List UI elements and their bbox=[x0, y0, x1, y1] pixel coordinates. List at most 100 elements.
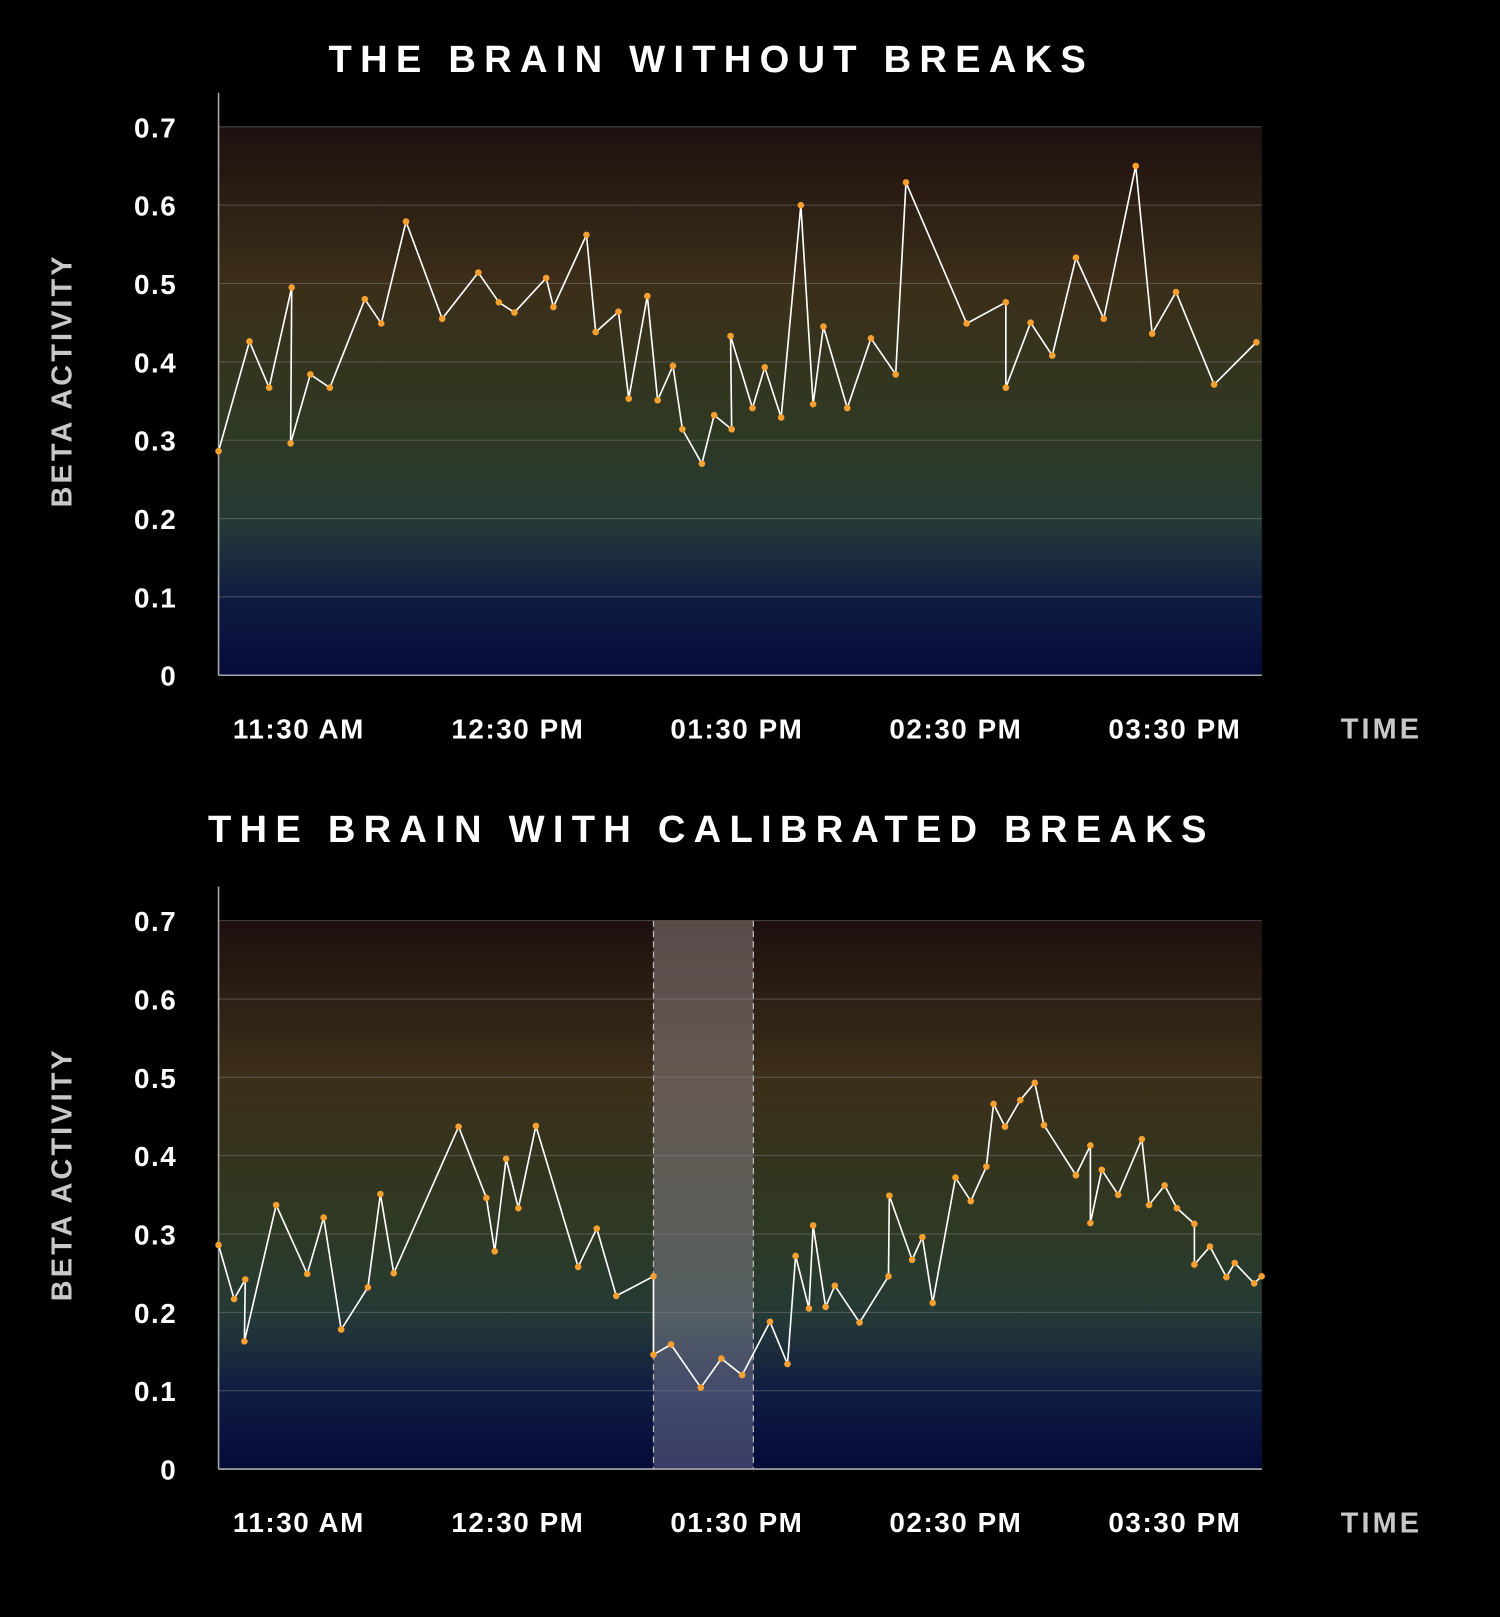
x-tick-label: 11:30 AM bbox=[233, 1507, 365, 1538]
data-point bbox=[805, 1305, 813, 1312]
data-point bbox=[1017, 1096, 1024, 1104]
chart-title: THE BRAIN WITHOUT BREAKS bbox=[329, 38, 1095, 81]
data-point bbox=[1148, 330, 1156, 337]
x-axis-label: TIME bbox=[1341, 714, 1422, 746]
data-point bbox=[831, 1282, 839, 1290]
x-tick-label: 02:30 PM bbox=[889, 1507, 1022, 1538]
x-tick-label: 12:30 PM bbox=[451, 1507, 584, 1538]
data-point bbox=[1173, 1204, 1181, 1212]
x-tick-label: 01:30 PM bbox=[670, 1507, 803, 1538]
data-point bbox=[1087, 1142, 1094, 1149]
data-point bbox=[515, 1204, 522, 1212]
data-point bbox=[337, 1326, 345, 1333]
data-point bbox=[491, 1247, 499, 1255]
data-point bbox=[215, 447, 222, 455]
data-point bbox=[287, 440, 294, 447]
data-point bbox=[615, 308, 622, 316]
y-tick-label: 0.4 bbox=[134, 1141, 177, 1172]
y-tick-label: 0.7 bbox=[134, 906, 177, 937]
data-point bbox=[1031, 1079, 1039, 1087]
data-point bbox=[1001, 1123, 1009, 1130]
data-point bbox=[1040, 1121, 1048, 1129]
y-tick-label: 0.5 bbox=[134, 1063, 177, 1094]
data-point bbox=[438, 315, 446, 323]
data-point bbox=[1002, 299, 1010, 306]
data-point bbox=[728, 425, 735, 433]
data-point bbox=[583, 231, 590, 239]
data-point bbox=[727, 332, 734, 340]
y-axis-label: BETA ACTIVITY bbox=[47, 1047, 79, 1301]
break-band bbox=[653, 920, 754, 1470]
plot-background bbox=[218, 126, 1262, 676]
data-point bbox=[654, 396, 661, 404]
x-tick-label: 02:30 PM bbox=[889, 713, 1022, 744]
data-point bbox=[288, 284, 296, 291]
data-point bbox=[455, 1123, 462, 1130]
data-point bbox=[1161, 1182, 1168, 1189]
data-point bbox=[766, 1318, 774, 1326]
x-tick-label: 12:30 PM bbox=[451, 713, 584, 744]
data-point bbox=[867, 335, 875, 342]
data-point bbox=[1191, 1261, 1198, 1268]
data-point bbox=[1145, 1201, 1153, 1209]
data-point bbox=[1258, 1273, 1265, 1280]
data-point bbox=[361, 295, 369, 303]
data-point bbox=[320, 1214, 327, 1221]
data-point bbox=[820, 323, 827, 330]
data-point bbox=[326, 384, 334, 392]
data-point bbox=[307, 371, 314, 378]
data-point bbox=[885, 1273, 892, 1280]
data-point bbox=[644, 292, 651, 300]
data-point bbox=[843, 404, 851, 412]
data-point bbox=[1114, 1191, 1122, 1199]
data-point bbox=[777, 414, 785, 421]
y-axis-label: BETA ACTIVITY bbox=[47, 253, 79, 507]
data-point bbox=[1172, 288, 1180, 296]
data-point bbox=[502, 1155, 510, 1163]
data-point bbox=[809, 400, 817, 408]
y-tick-label: 0 bbox=[160, 1455, 177, 1486]
y-tick-label: 0.2 bbox=[134, 1298, 177, 1329]
x-tick-label: 03:30 PM bbox=[1108, 713, 1241, 744]
data-point bbox=[797, 201, 805, 209]
y-tick-label: 0.2 bbox=[134, 504, 177, 535]
data-point bbox=[1100, 315, 1108, 323]
x-tick-label: 03:30 PM bbox=[1108, 1507, 1241, 1538]
data-point bbox=[669, 362, 677, 370]
data-point bbox=[952, 1174, 959, 1181]
data-point bbox=[402, 218, 410, 225]
data-point bbox=[902, 179, 910, 186]
y-tick-label: 0.3 bbox=[134, 426, 177, 457]
data-point bbox=[983, 1163, 990, 1170]
y-tick-label: 0.6 bbox=[134, 984, 177, 1015]
data-point bbox=[963, 320, 970, 327]
data-point bbox=[667, 1341, 675, 1348]
y-tick-label: 0.5 bbox=[134, 269, 177, 300]
data-point bbox=[822, 1303, 829, 1311]
data-point bbox=[1048, 352, 1056, 359]
data-point bbox=[272, 1201, 280, 1209]
data-point bbox=[1191, 1220, 1198, 1228]
data-point bbox=[1231, 1259, 1238, 1267]
data-point bbox=[697, 1384, 705, 1391]
x-tick-label: 11:30 AM bbox=[233, 713, 365, 744]
data-point bbox=[532, 1122, 540, 1130]
data-point bbox=[919, 1233, 926, 1241]
data-point bbox=[241, 1338, 248, 1345]
data-point bbox=[593, 1225, 601, 1232]
data-point bbox=[749, 404, 756, 412]
data-point bbox=[784, 1360, 791, 1368]
chart-title: THE BRAIN WITH CALIBRATED BREAKS bbox=[208, 808, 1215, 851]
data-point bbox=[390, 1269, 398, 1277]
data-point bbox=[265, 384, 273, 392]
data-point bbox=[809, 1222, 817, 1229]
data-line bbox=[217, 165, 1257, 465]
data-point bbox=[1132, 162, 1140, 170]
data-point bbox=[892, 371, 899, 378]
data-point bbox=[625, 395, 633, 402]
data-point bbox=[710, 411, 718, 419]
data-point bbox=[1253, 338, 1260, 346]
data-point bbox=[230, 1295, 238, 1303]
data-point bbox=[592, 328, 599, 336]
y-tick-label: 0 bbox=[160, 661, 177, 692]
